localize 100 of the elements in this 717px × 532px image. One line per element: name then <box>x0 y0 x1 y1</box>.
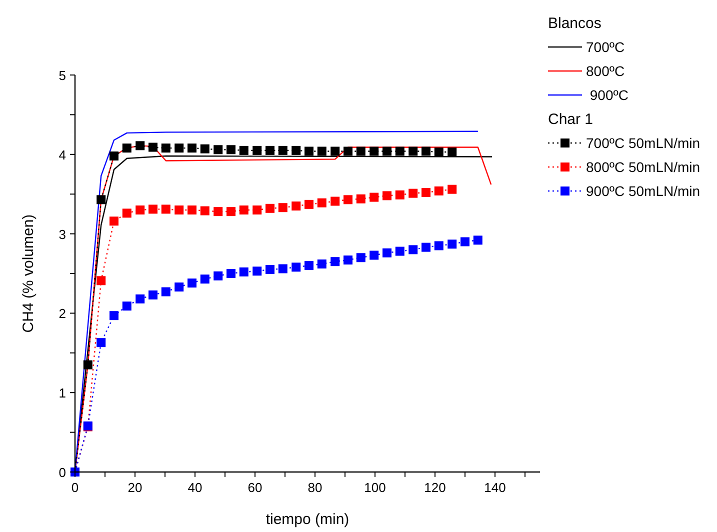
point <box>448 240 457 249</box>
legend-label: 900ºC <box>586 87 628 103</box>
point <box>292 262 301 272</box>
x-tick-label: 60 <box>248 480 262 495</box>
x-tick-label: 100 <box>364 480 386 495</box>
point <box>239 146 248 155</box>
point <box>200 206 210 216</box>
point <box>304 261 314 270</box>
x-tick-label: 20 <box>128 480 142 495</box>
point <box>434 148 444 157</box>
point <box>174 282 184 292</box>
point <box>110 151 118 160</box>
point <box>304 146 314 156</box>
point <box>344 195 352 204</box>
legend-title: Blancos <box>548 15 602 32</box>
y-tick-label: 3 <box>58 226 66 242</box>
point <box>344 146 352 156</box>
point <box>344 256 352 264</box>
point <box>252 266 262 276</box>
point <box>122 208 132 218</box>
point <box>370 192 379 202</box>
x-axis-title: tiempo (min) <box>266 511 350 528</box>
x-tick-label: 40 <box>188 480 202 495</box>
x-tick-label: 140 <box>484 480 506 495</box>
point <box>395 246 404 256</box>
point <box>122 144 132 153</box>
point <box>304 200 314 209</box>
point <box>239 267 248 276</box>
point <box>370 250 379 260</box>
point <box>278 203 288 212</box>
point <box>330 196 340 206</box>
legend-label: 800ºC <box>586 63 625 79</box>
point <box>356 253 366 262</box>
point <box>96 195 106 204</box>
point <box>226 145 236 154</box>
point <box>408 188 418 198</box>
point <box>239 205 248 214</box>
point <box>188 144 196 153</box>
point <box>422 188 430 198</box>
point <box>214 207 223 216</box>
point <box>382 146 392 156</box>
point <box>356 146 366 156</box>
point <box>434 186 444 196</box>
point <box>214 145 223 154</box>
point <box>317 198 326 208</box>
point <box>434 241 444 250</box>
point <box>317 146 326 156</box>
point <box>122 302 132 311</box>
text: Char 1 <box>548 111 594 128</box>
y-axis-title: CH4 (% volumen) <box>20 214 37 333</box>
point <box>110 216 118 226</box>
point <box>148 204 158 214</box>
point <box>395 190 404 200</box>
point <box>422 242 430 252</box>
point <box>252 205 262 214</box>
point <box>214 271 223 280</box>
point <box>317 259 326 268</box>
legend-label: 700ºC 50mLN/min <box>586 135 700 151</box>
y-tick-label: 2 <box>58 306 66 322</box>
x-tick-label: 120 <box>424 480 446 495</box>
point <box>266 146 274 155</box>
y-tick-label: 0 <box>58 465 66 480</box>
point <box>83 360 92 370</box>
point <box>422 146 430 156</box>
point <box>161 204 170 214</box>
point <box>330 146 340 156</box>
point <box>395 146 404 156</box>
point <box>200 274 210 284</box>
point <box>460 237 470 246</box>
x-tick-label: 80 <box>308 480 322 495</box>
legend-label: 900ºC 50mLN/min <box>586 183 700 199</box>
point <box>382 248 392 258</box>
point <box>188 205 196 214</box>
point <box>252 146 262 155</box>
point <box>148 290 158 300</box>
point <box>448 184 457 194</box>
y-tick-label: 1 <box>58 386 66 401</box>
point <box>278 146 288 155</box>
legend-label: 700ºC <box>586 39 625 55</box>
point <box>188 278 196 288</box>
point <box>161 287 170 296</box>
point <box>356 194 366 204</box>
point <box>278 264 288 274</box>
y-tick-label: 5 <box>58 68 66 83</box>
point <box>226 269 236 278</box>
point <box>174 205 184 214</box>
point <box>161 144 170 153</box>
point <box>266 204 274 213</box>
point <box>148 142 158 152</box>
point <box>330 257 340 266</box>
point <box>136 141 145 150</box>
point <box>96 276 106 286</box>
point <box>382 191 392 200</box>
point <box>174 144 184 153</box>
point <box>200 144 210 154</box>
point <box>292 146 301 155</box>
legend-label: 800ºC 50mLN/min <box>586 159 700 175</box>
point <box>110 311 118 320</box>
point <box>473 236 482 245</box>
point <box>448 148 457 157</box>
